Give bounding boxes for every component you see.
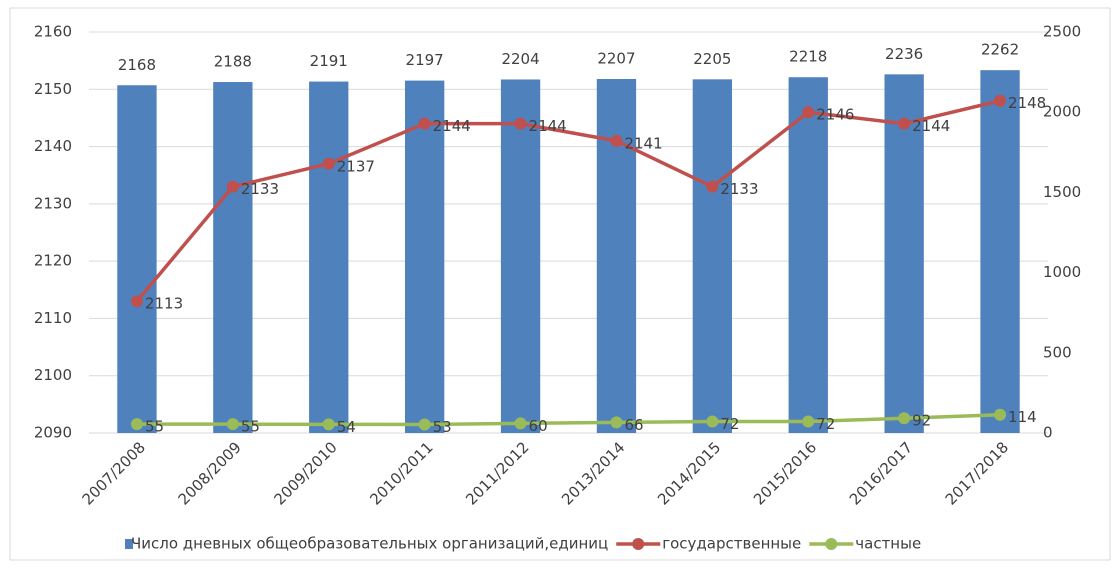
y-tick-label: 2140	[34, 137, 72, 155]
bar	[788, 77, 828, 434]
y-tick-label: 2150	[34, 80, 72, 98]
bar	[500, 79, 541, 434]
y-tick-label: 2100	[34, 366, 72, 384]
bar	[309, 81, 349, 433]
data-label: 2188	[214, 53, 252, 71]
line-marker	[418, 117, 431, 130]
line-marker	[322, 157, 335, 170]
y2-tick-label: 1500	[1043, 183, 1081, 201]
data-label: 92	[912, 412, 931, 430]
bar	[596, 78, 637, 434]
line-marker	[226, 418, 239, 431]
data-label: 2113	[145, 295, 183, 313]
legend-label: частные	[855, 535, 921, 553]
line-marker	[802, 415, 815, 428]
data-label: 2148	[1008, 94, 1046, 112]
data-label: 2133	[241, 180, 279, 198]
line	[136, 412, 1001, 427]
chart-border	[9, 7, 1111, 561]
data-label: 2262	[981, 41, 1019, 59]
data-label: 2207	[597, 49, 635, 67]
y2-tick-label: 0	[1043, 424, 1053, 442]
y-tick-label: 2110	[34, 309, 72, 327]
line-marker	[898, 412, 911, 425]
data-label: 2144	[529, 117, 567, 135]
bar	[117, 85, 157, 433]
y2-tick-label: 2000	[1043, 103, 1081, 121]
bar	[213, 82, 253, 433]
data-label: 60	[529, 417, 548, 435]
legend-swatch	[825, 538, 838, 550]
data-label: 2168	[118, 56, 156, 74]
data-label: 55	[145, 418, 164, 436]
legend-label: Число дневных общеобразовательных органи…	[131, 535, 608, 553]
line-marker	[706, 180, 719, 193]
line-marker	[610, 134, 623, 147]
bar	[404, 80, 445, 433]
data-label: 2144	[433, 117, 471, 135]
line-marker	[706, 415, 719, 428]
bar	[980, 70, 1020, 433]
y2-tick-label: 500	[1043, 343, 1072, 361]
data-label: 2137	[337, 157, 375, 175]
bar	[692, 79, 733, 434]
line-marker	[226, 180, 239, 193]
data-label: 72	[816, 415, 835, 433]
line-marker	[514, 417, 527, 430]
y-tick-label: 2120	[34, 252, 72, 270]
line-marker	[610, 416, 623, 429]
line-marker	[802, 106, 815, 119]
data-label: 2133	[720, 180, 758, 198]
data-label: 2197	[406, 51, 444, 69]
data-label: 2141	[624, 134, 662, 152]
data-label: 72	[720, 415, 739, 433]
data-label: 55	[241, 418, 260, 436]
line-marker	[130, 295, 143, 308]
data-label: 53	[433, 418, 452, 436]
line-marker	[130, 418, 143, 431]
y2-tick-label: 2500	[1043, 23, 1081, 41]
line-marker	[898, 117, 911, 130]
data-label: 2236	[885, 45, 923, 63]
line-marker	[418, 418, 431, 431]
line-marker	[994, 408, 1007, 421]
data-label: 2205	[693, 50, 731, 68]
line-marker	[322, 418, 335, 431]
line-marker	[994, 94, 1007, 107]
data-label: 2144	[912, 117, 950, 135]
line-marker	[514, 117, 527, 130]
y-tick-label: 2090	[34, 424, 72, 442]
data-label: 2191	[310, 52, 348, 70]
data-label: 114	[1008, 408, 1037, 426]
data-label: 2218	[789, 48, 827, 66]
line	[135, 99, 1001, 303]
legend-swatch	[632, 538, 645, 550]
y-tick-label: 2130	[34, 194, 72, 212]
data-label: 54	[337, 418, 356, 436]
legend-swatch	[125, 539, 133, 549]
y-tick-label: 2160	[34, 23, 72, 41]
data-label: 2146	[816, 106, 854, 124]
bar	[884, 74, 924, 434]
legend-label: государственные	[662, 535, 801, 553]
data-label: 66	[624, 416, 643, 434]
data-label: 2204	[501, 50, 539, 68]
y2-tick-label: 1000	[1043, 263, 1081, 281]
